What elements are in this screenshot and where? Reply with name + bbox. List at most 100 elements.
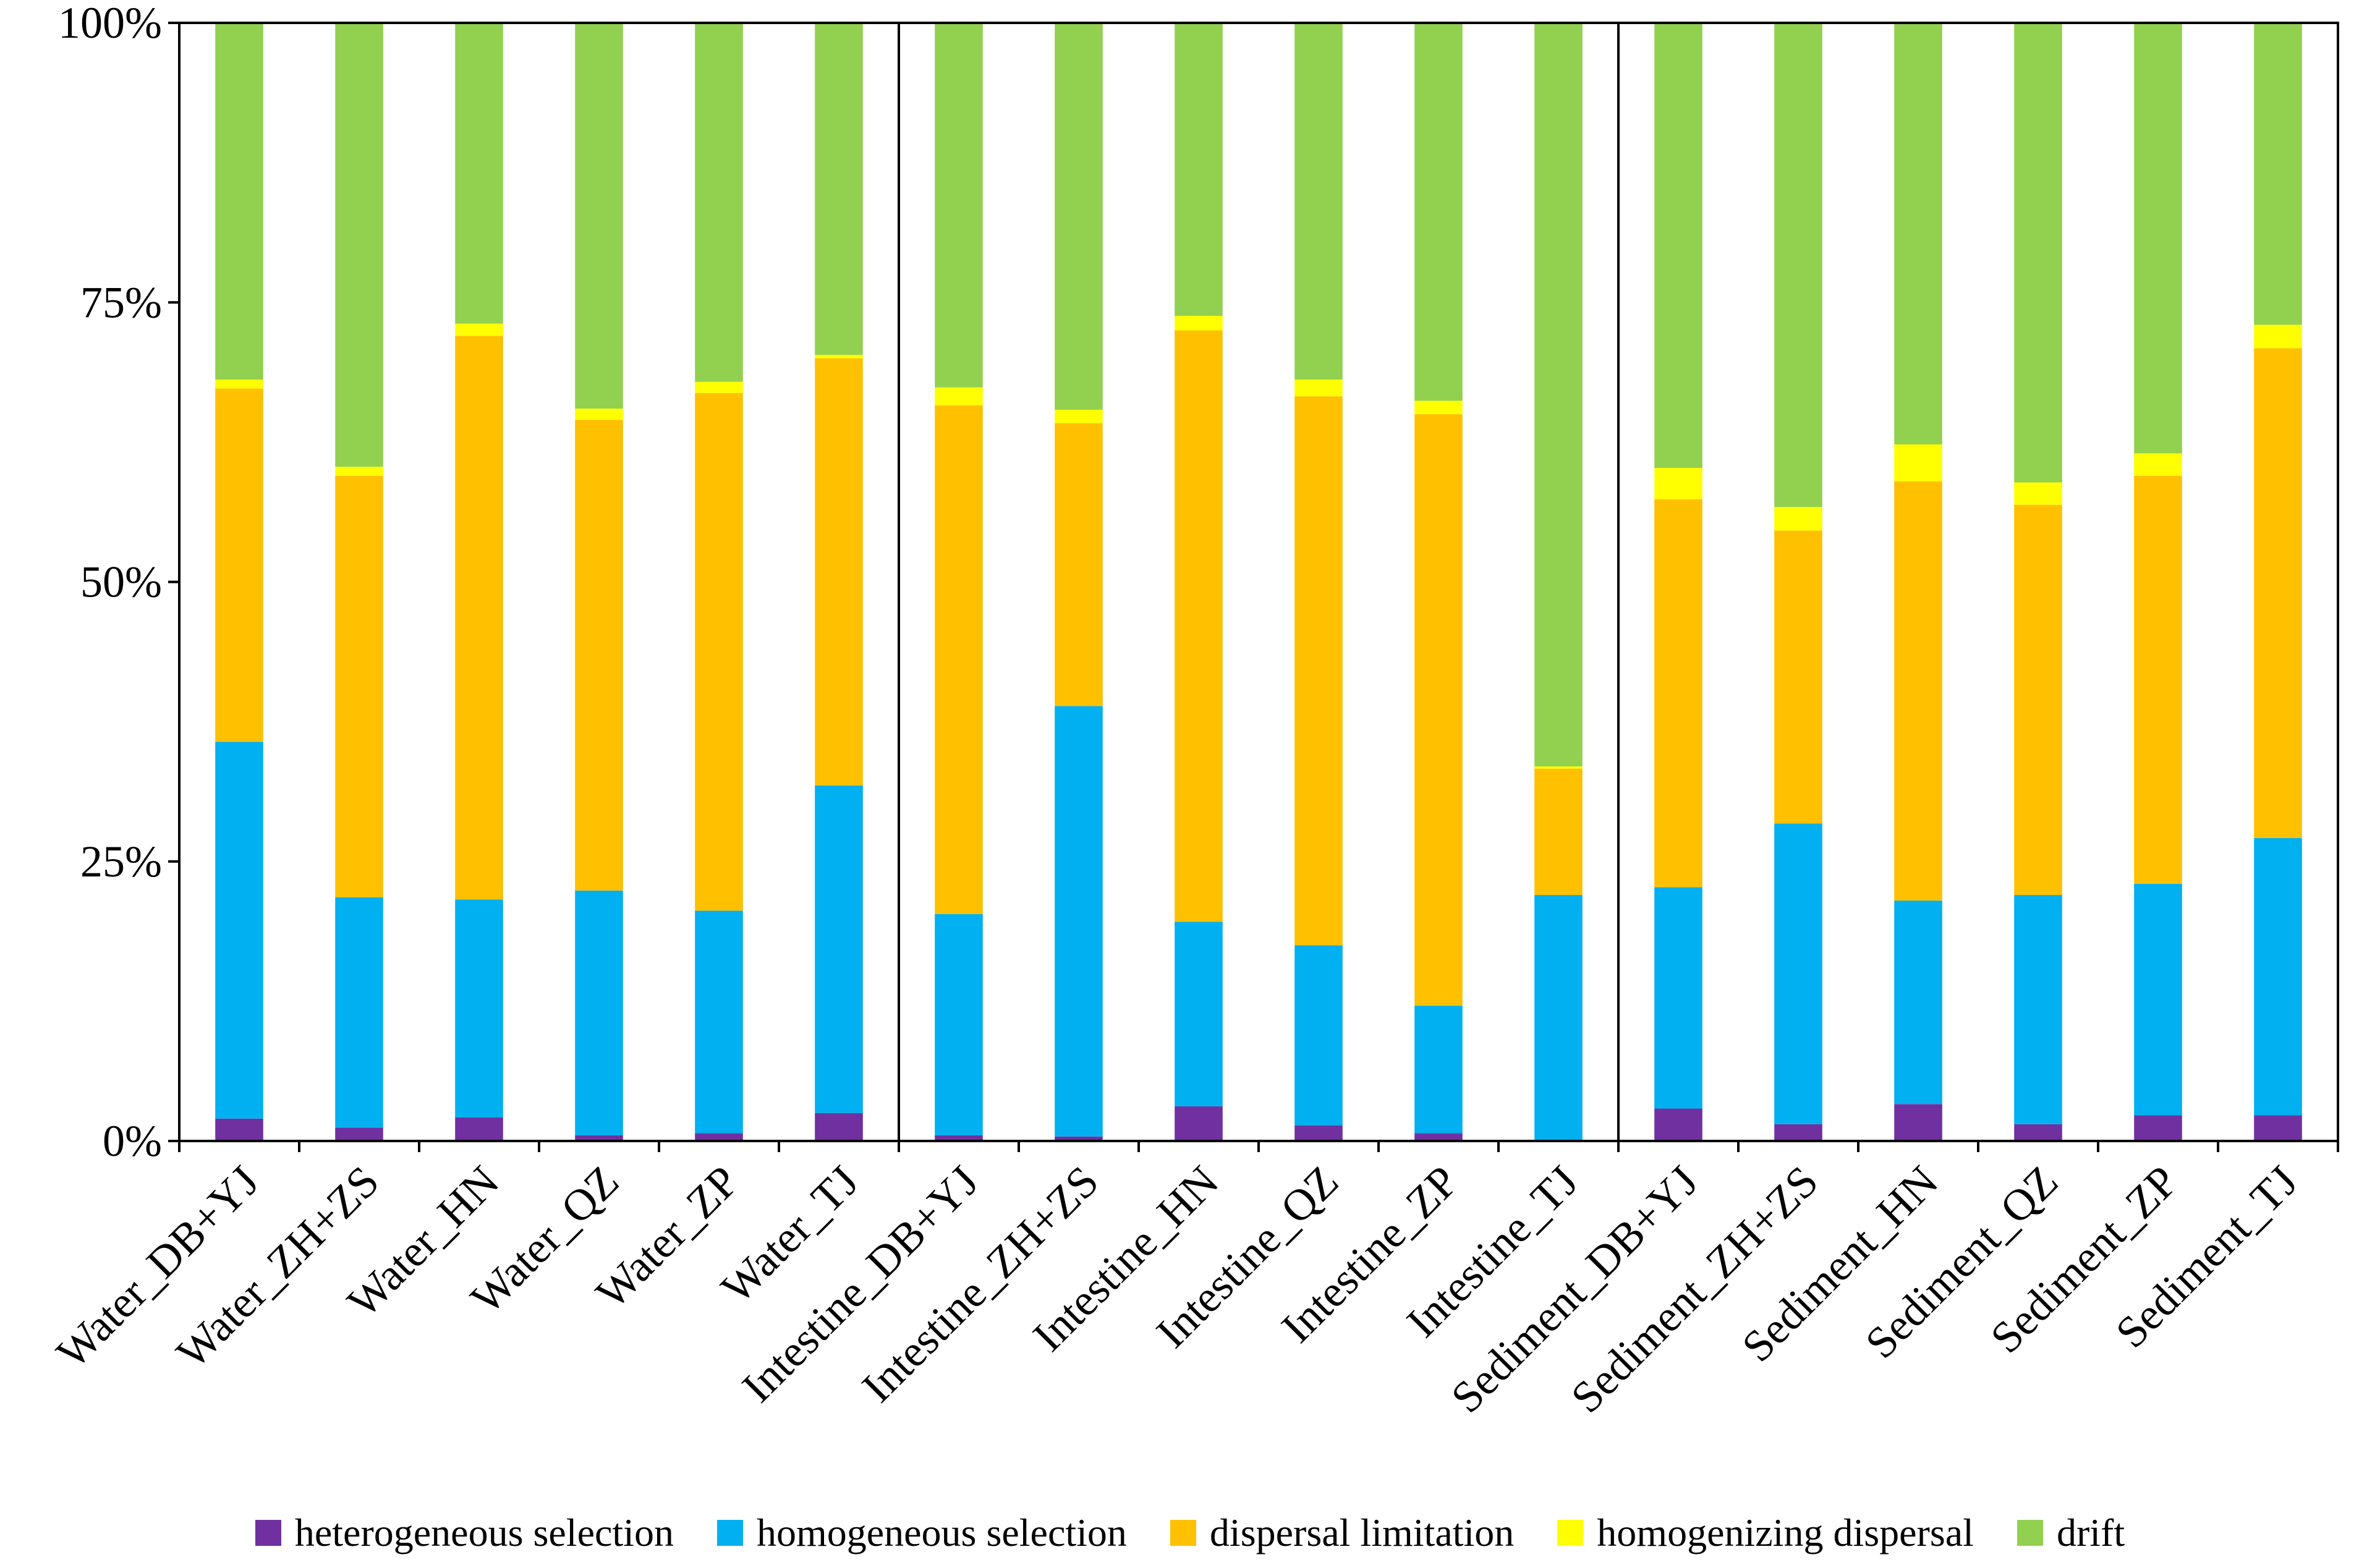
bar-segment — [2014, 1124, 2062, 1141]
bar-segment — [2134, 23, 2182, 454]
x-axis-ticks: Water_DB+YJWater_ZH+ZSWater_HNWater_QZWa… — [47, 1141, 2339, 1422]
bar-segment — [575, 420, 623, 891]
bar-segment — [2014, 504, 2062, 896]
x-category-label: Water_DB+YJ — [47, 1156, 268, 1378]
legend-swatch — [716, 1520, 743, 1546]
bar-segment — [1294, 945, 1343, 1126]
legend-label: heterogeneous selection — [294, 1511, 674, 1554]
bar-segment — [215, 380, 263, 389]
legend-label: drift — [2056, 1511, 2125, 1554]
bar-segment — [1654, 1108, 1702, 1141]
y-tick-label: 0% — [103, 1116, 162, 1166]
bar-segment — [215, 1118, 263, 1141]
bar-segment — [1894, 23, 1942, 444]
bar-segment — [575, 409, 623, 420]
y-tick-label: 75% — [80, 278, 162, 327]
bar-segment — [1414, 401, 1463, 415]
bar-segment — [1294, 23, 1343, 380]
bar-segment — [2134, 453, 2182, 476]
bar-segment — [695, 23, 743, 382]
bar-segment — [695, 1133, 743, 1141]
bar-segment — [2254, 348, 2302, 838]
bar-segment — [1414, 1133, 1463, 1141]
legend-item: dispersal limitation — [1170, 1513, 1514, 1553]
bar-segment — [935, 1135, 983, 1141]
bar-segment — [455, 1118, 503, 1141]
bar-segment — [1654, 499, 1702, 888]
bar-segment — [1894, 1104, 1942, 1141]
bar-segment — [575, 23, 623, 409]
bar-segment — [815, 355, 863, 358]
bar-segment — [2014, 482, 2062, 505]
bar-segment — [335, 467, 383, 476]
legend-swatch — [255, 1520, 281, 1546]
legend-label: dispersal limitation — [1209, 1511, 1515, 1554]
bar-segment — [455, 336, 503, 900]
y-tick-label: 50% — [80, 558, 162, 607]
bar-segment — [1294, 380, 1343, 397]
bar-segment — [1055, 409, 1103, 423]
legend-swatch — [2017, 1520, 2043, 1546]
bar-segment — [815, 785, 863, 1113]
bar-segment — [1175, 23, 1223, 316]
bar-segment — [2254, 838, 2302, 1116]
bar-segment — [2134, 1115, 2182, 1141]
legend-item: heterogeneous selection — [255, 1513, 674, 1553]
bar-segment — [1534, 768, 1583, 896]
bar-segment — [2014, 23, 2062, 483]
bar-segment — [2254, 1115, 2302, 1141]
legend: heterogeneous selection homogeneous selec… — [0, 1508, 2380, 1558]
y-tick-label: 100% — [58, 0, 162, 48]
bar-segment — [815, 23, 863, 355]
bar-segment — [1534, 23, 1583, 766]
bar-segment — [1774, 507, 1822, 531]
legend-item: drift — [2017, 1513, 2125, 1553]
bar-segment — [1654, 887, 1702, 1109]
bar-segment — [1055, 23, 1103, 410]
bar-segment — [695, 392, 743, 911]
legend-item: homogenizing dispersal — [1557, 1513, 1974, 1553]
bar-segment — [2134, 475, 2182, 884]
bar-segment — [935, 387, 983, 405]
bar-segment — [1894, 444, 1942, 481]
bar-segment — [1534, 895, 1583, 1141]
bar-segment — [215, 388, 263, 742]
bar-segment — [815, 358, 863, 786]
bar-segment — [1774, 823, 1822, 1124]
bar-segment — [1894, 481, 1942, 901]
bar-segment — [575, 890, 623, 1135]
bar-segment — [695, 910, 743, 1134]
bar-segment — [1294, 1125, 1343, 1141]
bar-segment — [935, 914, 983, 1135]
bar-segment — [215, 23, 263, 380]
bar-segment — [335, 1127, 383, 1141]
bar-segment — [1175, 922, 1223, 1106]
bar-segment — [1414, 23, 1463, 401]
bar-segment — [1175, 330, 1223, 922]
stacked-bar-chart: 0% 25% 50% 75% 100% Water_DB+YJWater_ZH+ZSWa… — [47, 0, 2339, 1422]
bar-segment — [455, 23, 503, 324]
bar-segment — [2134, 883, 2182, 1116]
bar-segment — [2014, 895, 2062, 1124]
bar-segment — [1894, 901, 1942, 1105]
bar-segment — [1534, 766, 1583, 769]
legend-swatch — [1557, 1520, 1584, 1546]
bar-segment — [935, 23, 983, 388]
y-axis-ticks: 0% 25% 50% 75% 100% — [58, 0, 179, 1166]
bar-segment — [1654, 23, 1702, 468]
bar-segment — [455, 323, 503, 336]
bar-segment — [1654, 467, 1702, 499]
bar-segment — [1175, 315, 1223, 331]
legend-item: homogeneous selection — [716, 1513, 1127, 1553]
bar-segment — [335, 897, 383, 1128]
bar-segment — [575, 1135, 623, 1141]
bar-segment — [335, 23, 383, 467]
bar-segment — [1414, 1006, 1463, 1134]
bar-segment — [455, 899, 503, 1118]
bar-segment — [335, 475, 383, 897]
bars-layer — [215, 23, 2302, 1141]
bar-segment — [695, 381, 743, 393]
bar-segment — [1774, 1124, 1822, 1141]
y-tick-label: 25% — [80, 837, 162, 886]
bar-segment — [1414, 414, 1463, 1006]
